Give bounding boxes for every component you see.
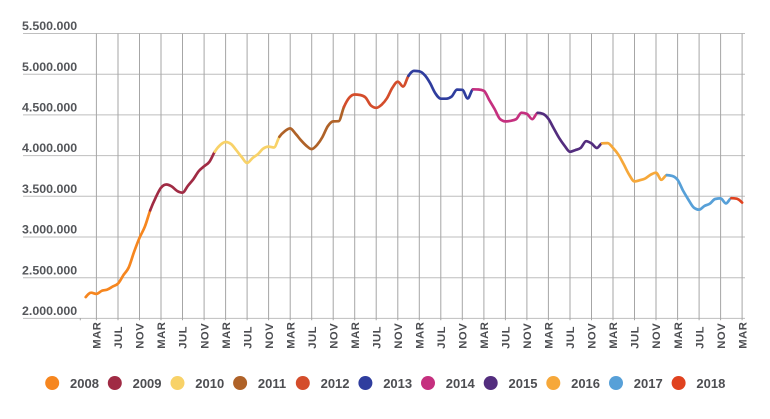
svg-text:JUL: JUL	[113, 326, 125, 349]
svg-text:3.500.000: 3.500.000	[22, 182, 77, 196]
svg-text:MAR: MAR	[415, 322, 427, 349]
svg-text:JUL: JUL	[307, 326, 319, 349]
svg-text:2.000.000: 2.000.000	[22, 304, 77, 318]
svg-text:2016: 2016	[571, 376, 600, 391]
svg-text:2011: 2011	[258, 376, 286, 391]
svg-text:MAR: MAR	[544, 322, 556, 349]
svg-text:NOV: NOV	[328, 323, 340, 349]
svg-text:MAR: MAR	[156, 322, 168, 349]
svg-text:NOV: NOV	[587, 323, 599, 349]
svg-text:MAR: MAR	[673, 322, 685, 349]
svg-text:JUL: JUL	[694, 326, 706, 349]
svg-text:MAR: MAR	[221, 322, 233, 349]
svg-text:JUL: JUL	[242, 326, 254, 349]
svg-text:2017: 2017	[634, 376, 663, 391]
svg-text:2015: 2015	[509, 376, 538, 391]
svg-text:5.500.000: 5.500.000	[22, 19, 77, 33]
svg-text:JUL: JUL	[565, 326, 577, 349]
svg-text:2008: 2008	[70, 376, 99, 391]
svg-text:NOV: NOV	[135, 323, 147, 349]
svg-text:JUL: JUL	[501, 326, 513, 349]
svg-text:2.500.000: 2.500.000	[22, 263, 77, 277]
svg-text:JUL: JUL	[630, 326, 642, 349]
svg-text:MAR: MAR	[350, 322, 362, 349]
svg-text:JUL: JUL	[436, 326, 448, 349]
svg-text:MAR: MAR	[285, 322, 297, 349]
svg-text:MAR: MAR	[479, 322, 491, 349]
svg-text:NOV: NOV	[393, 323, 405, 349]
svg-text:NOV: NOV	[199, 323, 211, 349]
svg-text:2012: 2012	[321, 376, 350, 391]
svg-text:5.000.000: 5.000.000	[22, 60, 77, 74]
svg-text:MAR: MAR	[737, 322, 749, 349]
svg-text:2014: 2014	[446, 376, 476, 391]
svg-text:4.000.000: 4.000.000	[22, 141, 77, 155]
svg-text:2010: 2010	[195, 376, 224, 391]
svg-text:NOV: NOV	[651, 323, 663, 349]
svg-text:3.000.000: 3.000.000	[22, 223, 77, 237]
svg-text:4.500.000: 4.500.000	[22, 101, 77, 115]
svg-text:2013: 2013	[383, 376, 412, 391]
svg-text:NOV: NOV	[716, 323, 728, 349]
svg-text:JUL: JUL	[178, 326, 190, 349]
svg-text:2009: 2009	[133, 376, 162, 391]
svg-text:MAR: MAR	[608, 322, 620, 349]
svg-text:NOV: NOV	[458, 323, 470, 349]
svg-text:2018: 2018	[696, 376, 725, 391]
svg-text:MAR: MAR	[92, 322, 104, 349]
svg-text:JUL: JUL	[371, 326, 383, 349]
svg-text:NOV: NOV	[522, 323, 534, 349]
svg-text:NOV: NOV	[264, 323, 276, 349]
